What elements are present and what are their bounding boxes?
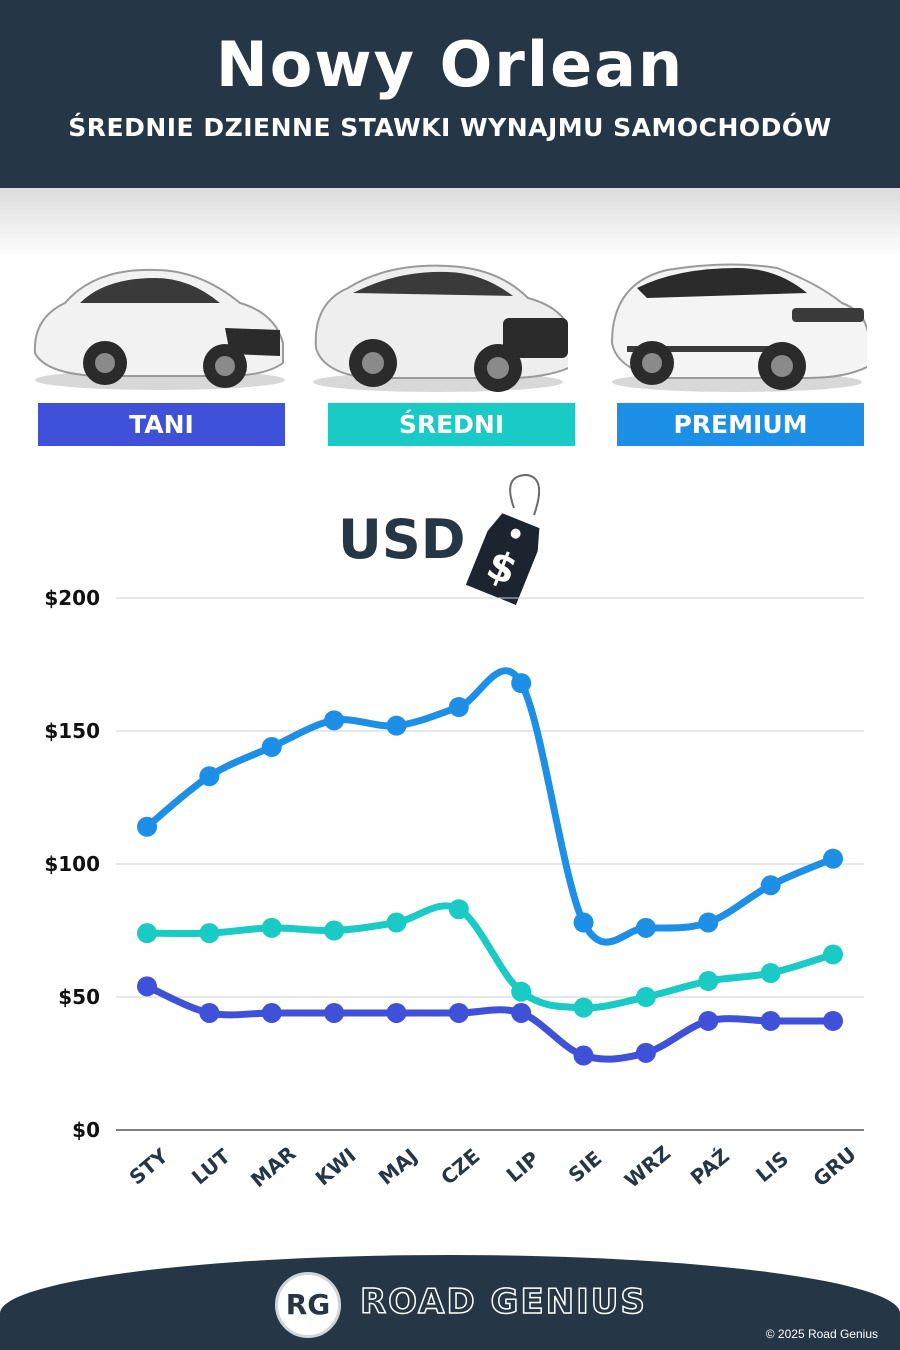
data-point (573, 997, 594, 1018)
data-point (760, 1010, 781, 1031)
data-point (573, 912, 594, 933)
series-line (143, 902, 837, 1012)
x-tick-label: LIP (502, 1146, 544, 1187)
x-tick-label: CZE (436, 1144, 484, 1190)
header: Nowy Orlean ŚREDNIE DZIENNE STAWKI WYNAJ… (0, 0, 900, 188)
series (137, 667, 843, 1066)
x-tick-label: LIS (751, 1146, 793, 1187)
x-tick-label: MAR (246, 1141, 300, 1192)
data-point (137, 976, 157, 997)
data-point (137, 816, 157, 837)
data-point (199, 923, 220, 944)
y-tick-label: $0 (72, 1118, 100, 1142)
data-point (137, 923, 157, 944)
y-tick-label: $100 (44, 852, 100, 876)
data-point (760, 875, 781, 896)
x-tick-label: SIE (564, 1146, 607, 1187)
y-tick-label: $50 (58, 985, 100, 1009)
y-tick-label: $150 (44, 719, 100, 743)
line-chart: $0$50$100$150$200 STY LUT MAR KWI MAJ CZE LIP S… (44, 586, 864, 1193)
data-point (448, 1002, 469, 1023)
data-point (261, 917, 282, 938)
y-tick-label: $200 (44, 586, 100, 610)
x-tick-label: WRZ (620, 1141, 675, 1193)
data-point (448, 697, 469, 718)
badge-sredni: ŚREDNI (328, 403, 575, 446)
data-point (823, 944, 843, 965)
data-point (573, 1045, 594, 1066)
data-point (698, 971, 719, 992)
data-point (199, 766, 220, 787)
data-point (386, 912, 407, 933)
data-point (261, 1002, 282, 1023)
data-point (635, 987, 656, 1007)
series-line (143, 667, 837, 946)
x-tick-label: LUT (187, 1144, 235, 1190)
grid-lines (116, 597, 864, 1131)
data-point (635, 1042, 656, 1063)
page-subtitle: ŚREDNIE DZIENNE STAWKI WYNAJMU SAMOCHODÓ… (68, 113, 832, 142)
copyright: © 2025 Road Genius (765, 1327, 878, 1341)
data-point (386, 715, 407, 736)
x-tick-label: GRU (808, 1142, 860, 1191)
footer (0, 1255, 900, 1350)
data-point (511, 981, 532, 1002)
x-tick-label: PAŹ (686, 1144, 734, 1190)
data-point (823, 848, 843, 869)
price-tag-icon: $ (465, 473, 541, 605)
x-tick-label: MAJ (374, 1144, 422, 1190)
currency-label: USD (338, 508, 466, 571)
x-axis-ticks: STY LUT MAR KWI MAJ CZE LIP SIE WRZ PAŹ LIS GRU (124, 1141, 860, 1193)
suv-car-icon (313, 264, 568, 392)
badge-tani: TANI (38, 403, 285, 446)
data-point (448, 899, 469, 920)
data-point (261, 736, 282, 757)
data-point (324, 920, 345, 941)
data-point (386, 1002, 407, 1023)
badge-premium: PREMIUM (617, 403, 864, 446)
hatchback-car-icon (33, 268, 285, 390)
page-title: Nowy Orlean (215, 28, 685, 101)
luxury-suv-car-icon (610, 263, 867, 392)
x-tick-label: KWI (311, 1143, 361, 1190)
data-point (698, 912, 719, 933)
data-point (324, 710, 345, 731)
x-tick-label: STY (124, 1143, 172, 1189)
data-point (635, 917, 656, 938)
data-point (511, 1002, 532, 1023)
data-point (511, 673, 532, 694)
data-point (199, 1002, 220, 1023)
brand-name: ROAD GENIUS (359, 1281, 647, 1323)
data-point (760, 963, 781, 984)
data-point (324, 1002, 345, 1023)
y-axis-ticks: $0 $50 $100 $150 $200 (44, 586, 100, 1142)
data-point (823, 1010, 843, 1031)
road-genius-logo: RG (275, 1272, 341, 1338)
data-point (698, 1010, 719, 1031)
header-shadow (0, 188, 900, 258)
